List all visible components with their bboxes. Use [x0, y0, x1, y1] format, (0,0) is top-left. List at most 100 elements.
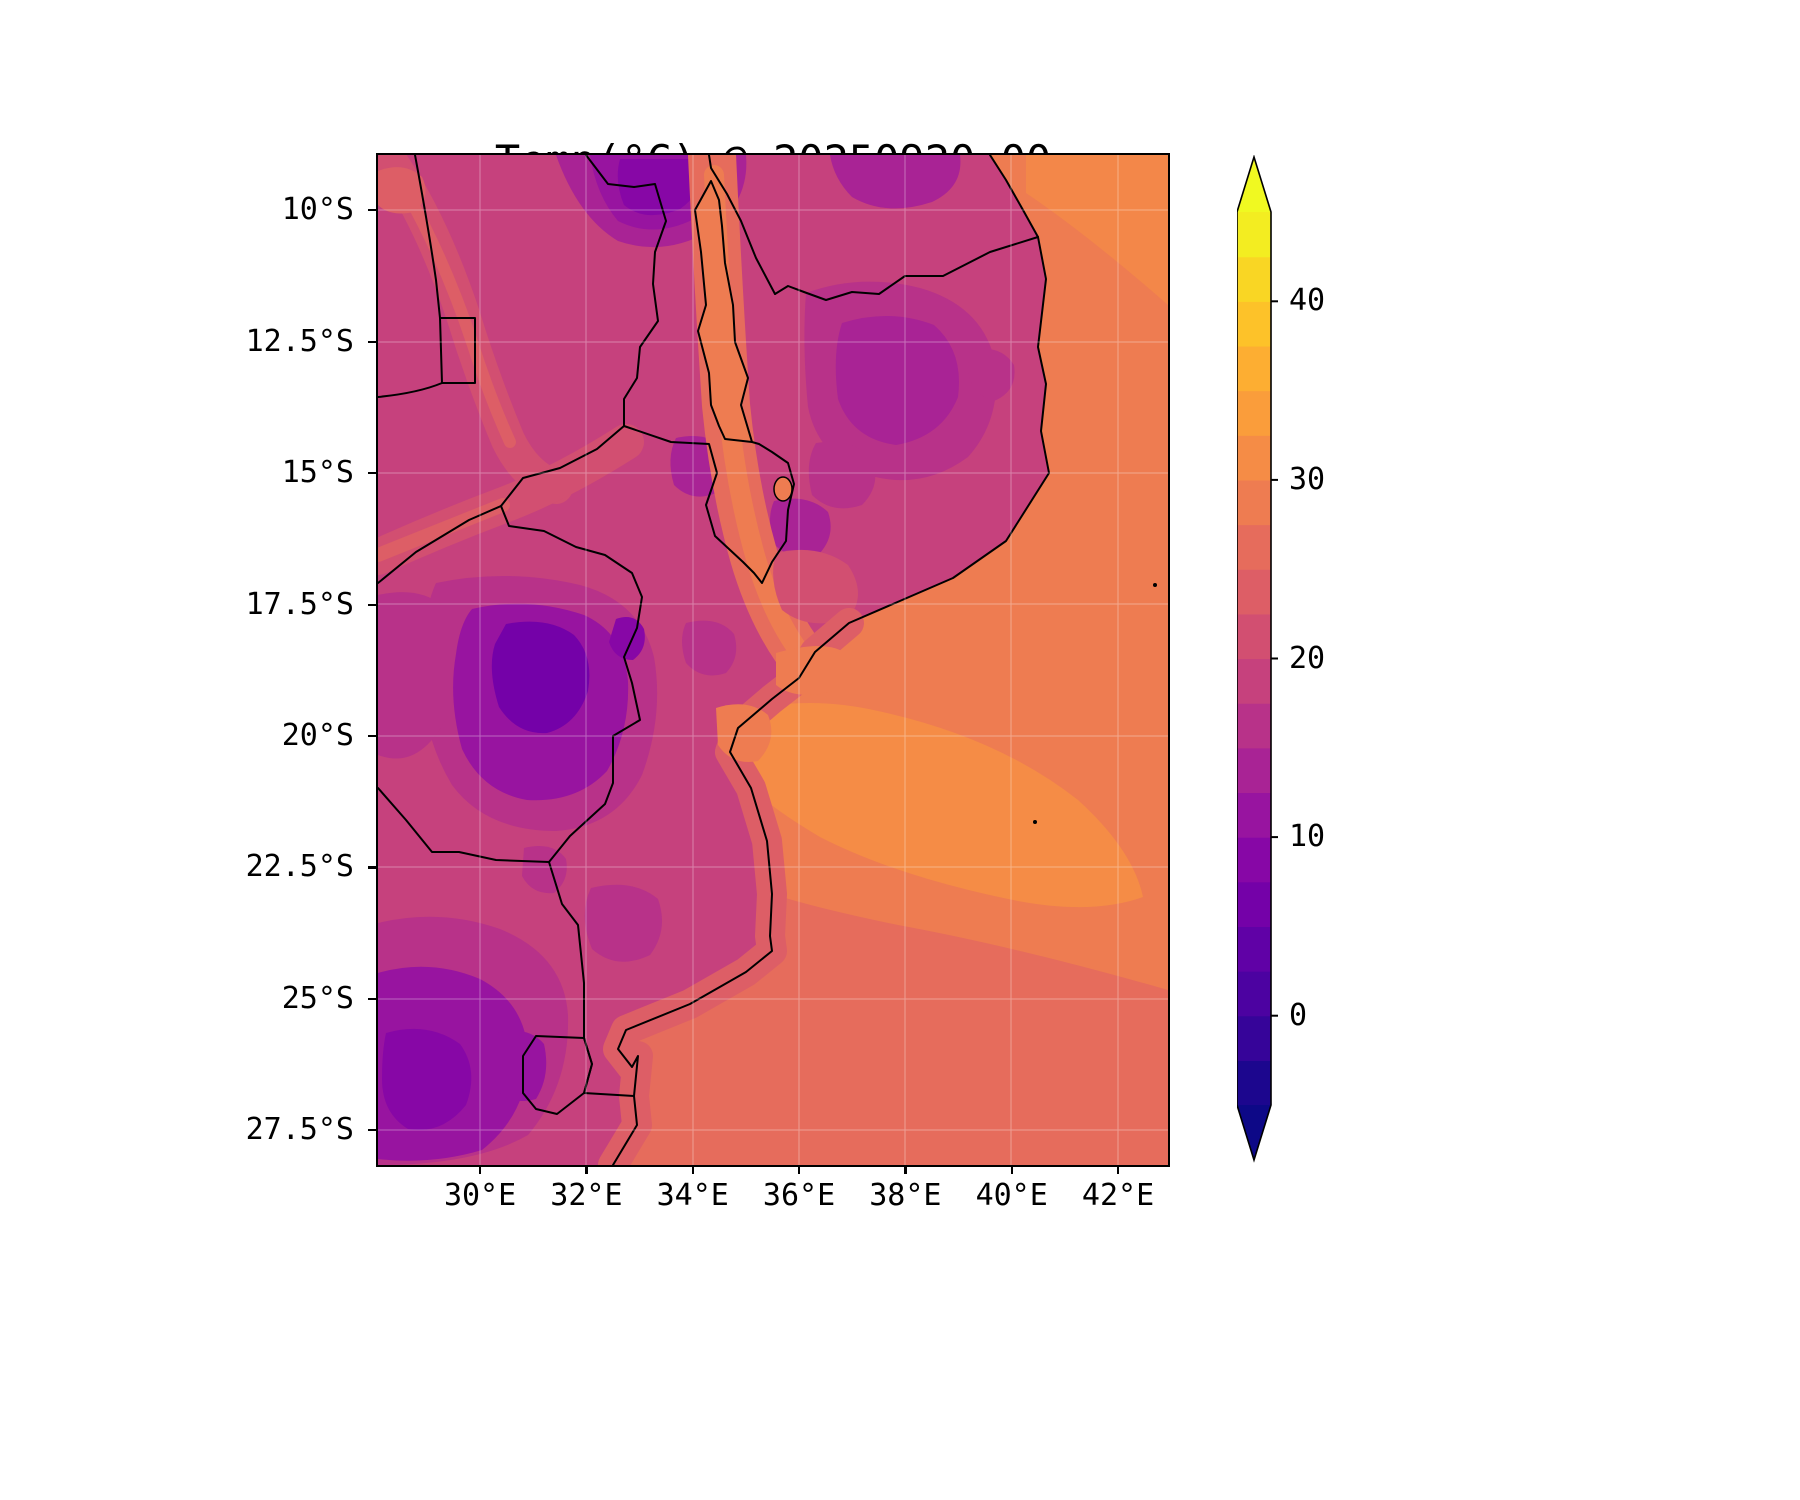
- border-drc-zambia: [414, 155, 441, 319]
- country-borders: [378, 155, 1050, 1165]
- colorbar-tick-marks: [1271, 300, 1278, 1017]
- x-tick-mark: [1117, 1165, 1120, 1174]
- region-zimbabwe-highlands-core: [491, 621, 590, 734]
- region-ocean-northeast-warm: [1026, 155, 1168, 305]
- border-lake-malawi-outline: [694, 180, 753, 443]
- x-tick-label: 40°E: [975, 1178, 1048, 1213]
- colorbar-extend-over: [1237, 157, 1271, 212]
- border-malawi: [585, 155, 795, 584]
- region-north-plateau-cool: [830, 155, 961, 209]
- border-pedicle-box: [439, 317, 476, 384]
- colorbar-extend-under: [1237, 1105, 1271, 1160]
- colorbar-segment: [1237, 971, 1271, 1017]
- region-tanzania-highlands-core: [617, 159, 702, 216]
- x-tick-mark: [1010, 1165, 1013, 1174]
- colorbar-outline: [1237, 155, 1272, 1163]
- colorbar-segment: [1237, 524, 1271, 570]
- region-highveld-core: [382, 1028, 472, 1130]
- x-tick-label: 30°E: [443, 1178, 517, 1213]
- y-tick-mark: [368, 340, 377, 343]
- border-limpopo: [378, 787, 550, 863]
- colorbar-segment: [1237, 1015, 1271, 1061]
- x-tick-mark: [904, 1165, 907, 1174]
- region-ocean: [613, 155, 1168, 1165]
- border-ruvuma: [774, 236, 1039, 301]
- region-beira-warm: [716, 704, 772, 762]
- colorbar-segment: [1237, 212, 1271, 258]
- region-lebombo-cool: [496, 1030, 547, 1102]
- colorbar-segment: [1237, 658, 1271, 704]
- x-tick-label: 32°E: [550, 1178, 623, 1213]
- border-mozambique-coastline: [612, 236, 1050, 1165]
- colorbar-segment: [1237, 479, 1271, 526]
- y-tick-mark: [368, 603, 377, 606]
- colorbar-segment: [1237, 390, 1271, 436]
- colorbar-segments: [1237, 212, 1271, 1106]
- y-tick-label: 15°S: [281, 455, 354, 491]
- lake-chilwa: [773, 476, 793, 502]
- region-south-interior-cool-1: [584, 884, 663, 962]
- region-nyanga-cold-spot: [609, 616, 645, 660]
- y-tick-label: 27.5°S: [245, 1112, 354, 1148]
- colorbar-tick-label: 30: [1289, 461, 1326, 497]
- region-central-north-cool: [808, 441, 876, 509]
- colorbar: [1237, 155, 1278, 1163]
- region-northeast-small-cool: [968, 348, 1015, 401]
- x-tick-label: 34°E: [656, 1178, 729, 1213]
- region-mulanje-cool: [770, 498, 831, 557]
- colorbar-tick-label: 10: [1289, 819, 1326, 855]
- colorbar-segment: [1237, 613, 1271, 660]
- y-tick-mark: [368, 866, 377, 869]
- colorbar-segment: [1237, 569, 1271, 615]
- x-tick-mark: [798, 1165, 801, 1174]
- colorbar-segment: [1237, 256, 1271, 302]
- x-tick-label: 36°E: [762, 1178, 836, 1213]
- colorbar-tick-label: 0: [1289, 997, 1308, 1033]
- colorbar-segment: [1237, 1060, 1271, 1106]
- border-tanzania-coast: [989, 155, 1039, 238]
- colorbar-segment: [1237, 703, 1271, 749]
- y-tick-label: 17.5°S: [245, 586, 354, 622]
- colorbar-tick-label: 40: [1289, 283, 1326, 319]
- y-tick-label: 12.5°S: [245, 323, 354, 359]
- border-pedicle-west: [378, 382, 443, 398]
- map-axes: [376, 153, 1170, 1167]
- colorbar-segment: [1237, 435, 1271, 481]
- y-tick-label: 10°S: [281, 192, 354, 228]
- border-eswatini: [522, 1035, 593, 1115]
- y-tick-label: 25°S: [281, 980, 354, 1016]
- x-tick-mark: [585, 1165, 588, 1174]
- colorbar-segment: [1237, 301, 1271, 347]
- x-tick-mark: [479, 1165, 482, 1174]
- temperature-map: [378, 155, 1168, 1165]
- region-northeast-plateau-inner: [835, 315, 959, 445]
- colorbar-tick-label: 20: [1289, 640, 1326, 676]
- colorbar-segment: [1237, 837, 1271, 883]
- y-tick-mark: [368, 1129, 377, 1132]
- colorbar-segment: [1237, 926, 1271, 972]
- colorbar-segment: [1237, 792, 1271, 838]
- x-tick-label: 38°E: [869, 1178, 942, 1213]
- colorbar-segment: [1237, 881, 1271, 927]
- region-zambezia-lowland: [773, 549, 858, 624]
- colorbar-segment: [1237, 345, 1271, 392]
- y-tick-label: 20°S: [281, 717, 354, 753]
- x-tick-mark: [691, 1165, 694, 1174]
- island-dot-2: [1033, 820, 1037, 824]
- border-zimbabwe-mozambique: [500, 505, 643, 863]
- y-tick-mark: [368, 209, 377, 212]
- colorbar-segment: [1237, 747, 1271, 794]
- x-tick-label: 42°E: [1081, 1178, 1155, 1213]
- border-zambezi-kariba: [378, 505, 502, 584]
- y-tick-mark: [368, 997, 377, 1001]
- y-tick-mark: [368, 734, 377, 738]
- island-dot-1: [1153, 583, 1157, 587]
- border-lake-east-shore: [708, 155, 776, 295]
- region-west-edge-cool: [378, 592, 448, 759]
- y-tick-mark: [368, 472, 377, 475]
- border-zambia-mozambique: [500, 425, 625, 507]
- region-gorongosa-cool: [682, 620, 737, 676]
- graticule: [378, 155, 1168, 1165]
- region-sofala-bight-warm: [742, 703, 1143, 908]
